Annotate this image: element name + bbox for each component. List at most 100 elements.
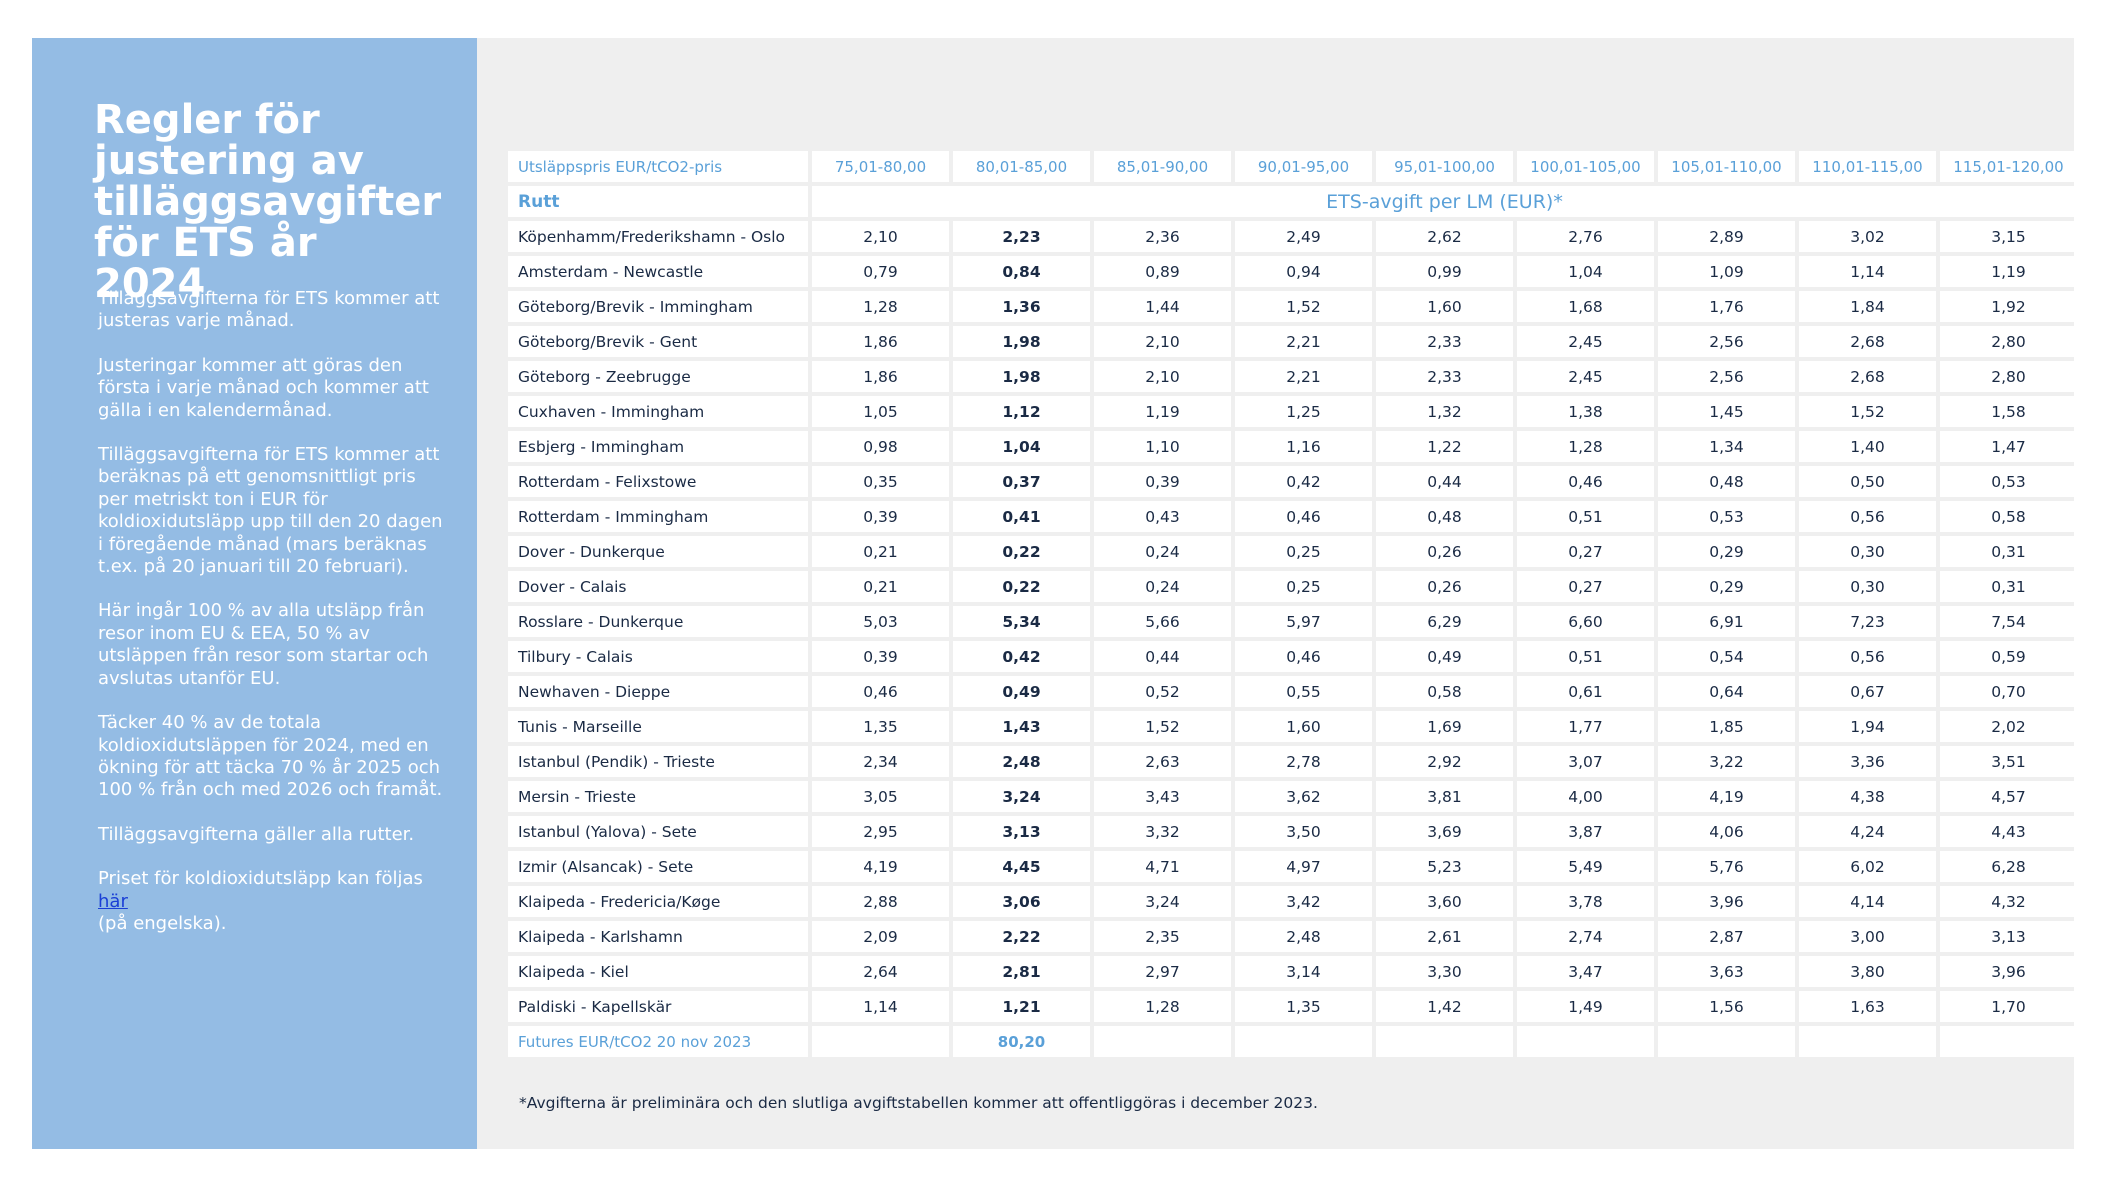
empty-cell <box>1940 1026 2077 1057</box>
value-cell: 5,76 <box>1658 851 1795 882</box>
value-cell: 1,28 <box>812 291 949 322</box>
value-cell: 2,48 <box>953 746 1090 777</box>
value-cell: 5,66 <box>1094 606 1231 637</box>
value-cell: 4,71 <box>1094 851 1231 882</box>
value-cell: 0,51 <box>1517 501 1654 532</box>
value-cell: 2,62 <box>1376 221 1513 252</box>
value-cell: 1,49 <box>1517 991 1654 1022</box>
table-row: Göteborg/Brevik - Gent 1,86 1,98 2,10 2,21 2,… <box>508 326 2077 357</box>
table-row: Cuxhaven - Immingham 1,05 1,12 1,19 1,25 1,32… <box>508 396 2077 427</box>
route-cell: Cuxhaven - Immingham <box>508 396 808 427</box>
empty-cell <box>1517 1026 1654 1057</box>
panel-text: Tilläggsavgifterna för ETS kommer att ju… <box>98 288 443 957</box>
value-cell: 0,25 <box>1235 571 1372 602</box>
value-cell: 0,53 <box>1658 501 1795 532</box>
value-cell: 2,61 <box>1376 921 1513 952</box>
value-cell: 2,10 <box>1094 326 1231 357</box>
value-cell: 1,58 <box>1940 396 2077 427</box>
table-row: Klaipeda - Karlshamn 2,09 2,22 2,35 2,48 2,61… <box>508 921 2077 952</box>
value-cell: 1,19 <box>1094 396 1231 427</box>
value-cell: 2,23 <box>953 221 1090 252</box>
table-row: Göteborg - Zeebrugge 1,86 1,98 2,10 2,21 2,33… <box>508 361 2077 392</box>
value-cell: 1,25 <box>1235 396 1372 427</box>
route-cell: Rotterdam - Immingham <box>508 501 808 532</box>
value-cell: 4,19 <box>1658 781 1795 812</box>
route-cell: Newhaven - Dieppe <box>508 676 808 707</box>
value-cell: 2,56 <box>1658 361 1795 392</box>
value-cell: 2,76 <box>1517 221 1654 252</box>
route-cell: Amsterdam - Newcastle <box>508 256 808 287</box>
value-cell: 3,05 <box>812 781 949 812</box>
value-cell: 1,56 <box>1658 991 1795 1022</box>
value-cell: 1,14 <box>812 991 949 1022</box>
value-cell: 0,39 <box>812 501 949 532</box>
value-cell: 0,46 <box>1235 501 1372 532</box>
value-cell: 3,24 <box>953 781 1090 812</box>
value-cell: 0,29 <box>1658 536 1795 567</box>
value-cell: 2,97 <box>1094 956 1231 987</box>
value-cell: 0,89 <box>1094 256 1231 287</box>
value-cell: 1,98 <box>953 326 1090 357</box>
empty-cell <box>1799 1026 1936 1057</box>
value-cell: 3,43 <box>1094 781 1231 812</box>
value-cell: 1,52 <box>1799 396 1936 427</box>
value-cell: 1,43 <box>953 711 1090 742</box>
value-cell: 1,12 <box>953 396 1090 427</box>
value-cell: 4,57 <box>1940 781 2077 812</box>
value-cell: 0,31 <box>1940 571 2077 602</box>
value-cell: 6,02 <box>1799 851 1936 882</box>
value-cell: 1,98 <box>953 361 1090 392</box>
value-cell: 1,10 <box>1094 431 1231 462</box>
header-cell: 110,01-115,00 <box>1799 151 1936 182</box>
header-cell: 80,01-85,00 <box>953 151 1090 182</box>
value-cell: 0,58 <box>1940 501 2077 532</box>
value-cell: 0,70 <box>1940 676 2077 707</box>
table-row: Esbjerg - Immingham 0,98 1,04 1,10 1,16 1,22 1… <box>508 431 2077 462</box>
value-cell: 3,78 <box>1517 886 1654 917</box>
empty-cell <box>1094 1026 1231 1057</box>
route-cell: Dover - Dunkerque <box>508 536 808 567</box>
value-cell: 3,32 <box>1094 816 1231 847</box>
value-cell: 4,43 <box>1940 816 2077 847</box>
value-cell: 1,84 <box>1799 291 1936 322</box>
value-cell: 0,27 <box>1517 536 1654 567</box>
value-cell: 3,50 <box>1235 816 1372 847</box>
value-cell: 2,80 <box>1940 361 2077 392</box>
value-cell: 0,51 <box>1517 641 1654 672</box>
value-cell: 1,92 <box>1940 291 2077 322</box>
route-cell: Istanbul (Pendik) - Trieste <box>508 746 808 777</box>
route-cell: Göteborg - Zeebrugge <box>508 361 808 392</box>
value-cell: 2,63 <box>1094 746 1231 777</box>
value-cell: 0,58 <box>1376 676 1513 707</box>
value-cell: 2,10 <box>812 221 949 252</box>
value-cell: 1,28 <box>1517 431 1654 462</box>
value-cell: 0,42 <box>1235 466 1372 497</box>
value-cell: 0,43 <box>1094 501 1231 532</box>
value-cell: 0,49 <box>1376 641 1513 672</box>
value-cell: 2,21 <box>1235 326 1372 357</box>
value-cell: 0,46 <box>1235 641 1372 672</box>
link[interactable]: här <box>98 890 128 912</box>
value-cell: 0,27 <box>1517 571 1654 602</box>
value-cell: 0,31 <box>1940 536 2077 567</box>
value-cell: 6,60 <box>1517 606 1654 637</box>
header-cell: 85,01-90,00 <box>1094 151 1231 182</box>
value-cell: 0,48 <box>1658 466 1795 497</box>
value-cell: 1,38 <box>1517 396 1654 427</box>
route-cell: Köpenhamm/Frederikshamn - Oslo <box>508 221 808 252</box>
header-cell: 100,01-105,00 <box>1517 151 1654 182</box>
value-cell: 2,95 <box>812 816 949 847</box>
value-cell: 0,54 <box>1658 641 1795 672</box>
value-cell: 2,78 <box>1235 746 1372 777</box>
value-cell: 0,79 <box>812 256 949 287</box>
value-cell: 2,10 <box>1094 361 1231 392</box>
value-cell: 1,35 <box>812 711 949 742</box>
value-cell: 6,29 <box>1376 606 1513 637</box>
value-cell: 1,36 <box>953 291 1090 322</box>
value-cell: 1,09 <box>1658 256 1795 287</box>
header-cell: 95,01-100,00 <box>1376 151 1513 182</box>
value-cell: 6,28 <box>1940 851 2077 882</box>
value-cell: 1,34 <box>1658 431 1795 462</box>
route-cell: Paldiski - Kapellskär <box>508 991 808 1022</box>
value-cell: 1,63 <box>1799 991 1936 1022</box>
